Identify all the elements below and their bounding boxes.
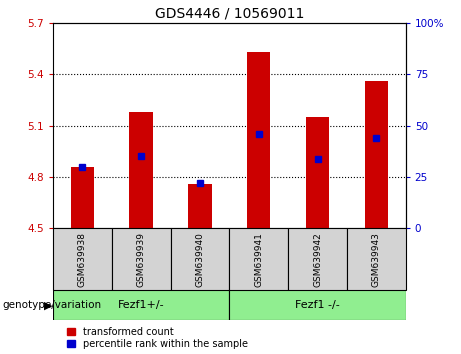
Bar [229,228,288,290]
Bar [53,290,230,320]
Text: GSM639940: GSM639940 [195,232,205,287]
Text: Fezf1 -/-: Fezf1 -/- [295,300,340,310]
Text: GSM639938: GSM639938 [78,232,87,287]
Bar [288,228,347,290]
Bar [188,184,212,228]
Legend: transformed count, percentile rank within the sample: transformed count, percentile rank withi… [67,327,248,349]
Bar [130,112,153,228]
Text: GSM639939: GSM639939 [136,232,146,287]
Title: GDS4446 / 10569011: GDS4446 / 10569011 [154,6,304,21]
Bar [247,52,271,228]
Bar [53,228,112,290]
Bar [365,81,388,228]
Bar [306,117,329,228]
Text: GSM639942: GSM639942 [313,232,322,287]
Bar [112,228,171,290]
Bar [229,290,406,320]
Bar [71,167,94,228]
Text: genotype/variation: genotype/variation [2,300,101,310]
Text: GSM639943: GSM639943 [372,232,381,287]
Text: ▶: ▶ [44,300,52,310]
Text: Fezf1+/-: Fezf1+/- [118,300,165,310]
Text: GSM639941: GSM639941 [254,232,263,287]
Bar [347,228,406,290]
Bar [171,228,230,290]
